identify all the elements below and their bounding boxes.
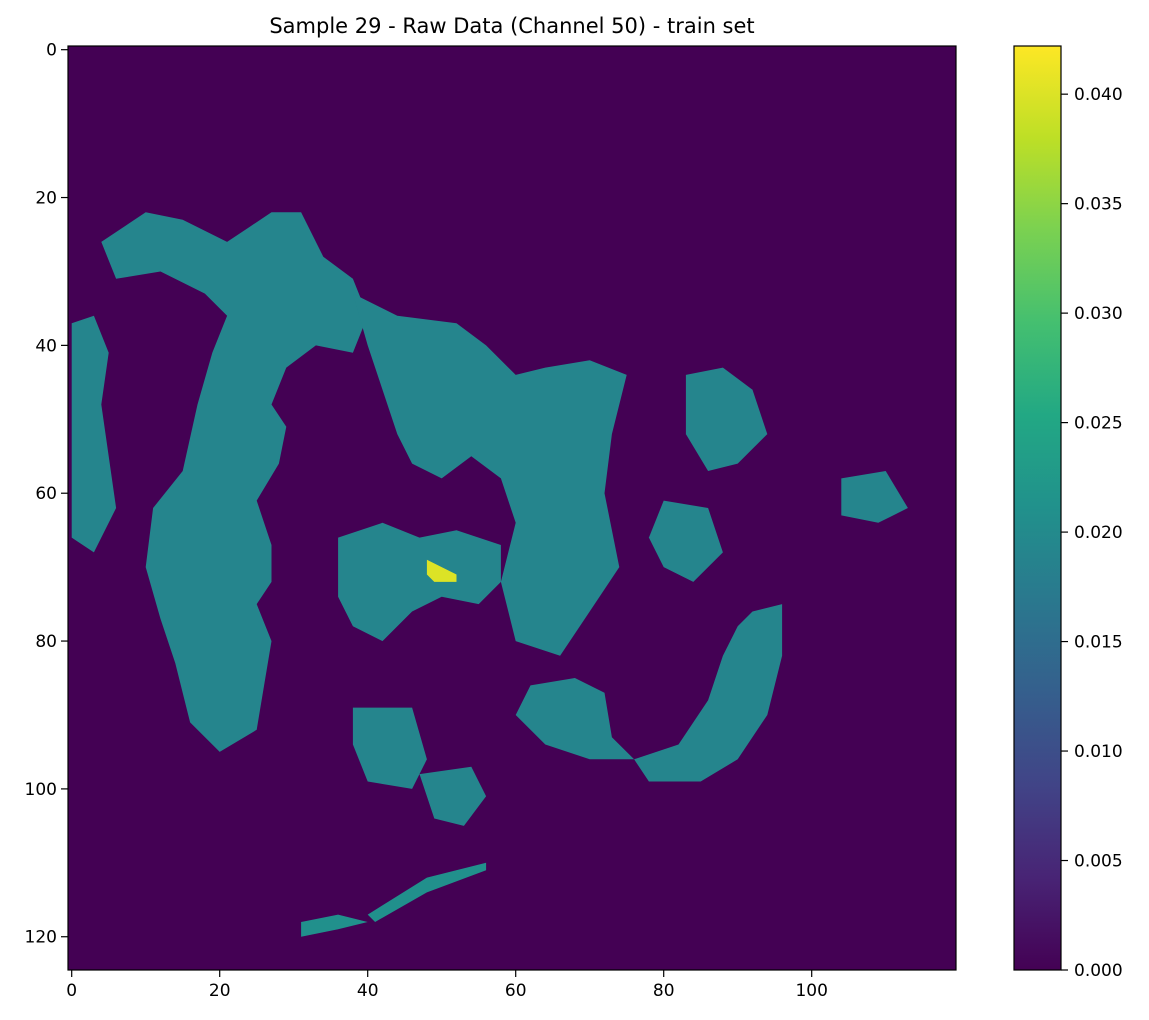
- heatmap-region-7: [841, 471, 908, 523]
- heatmap-region-3: [352, 293, 627, 656]
- x-axis: 0 20 40 60 80 100: [66, 970, 828, 1001]
- heatmap-region-10: [352, 707, 427, 789]
- colorbar-tick-label: 0.035: [1074, 195, 1123, 215]
- plot-frame: [67, 45, 957, 971]
- heatmap-region-12: [367, 862, 487, 922]
- heatmap-region-6: [648, 500, 723, 582]
- x-tick-label: 20: [209, 981, 231, 1001]
- heatmap-region-9: [515, 678, 635, 760]
- x-tick-label: 100: [795, 981, 827, 1001]
- heatmap-region-4: [338, 522, 501, 642]
- colorbar-tick-label: 0.025: [1074, 414, 1123, 434]
- y-tick-label: 20: [35, 189, 57, 209]
- y-axis: 0 20 40 60 80 100 120: [25, 41, 68, 948]
- y-tick-label: 60: [35, 484, 57, 504]
- colorbar-axis: 0.000 0.005 0.010 0.015 0.020 0.025 0.030 0.035…: [1061, 85, 1123, 981]
- x-tick-label: 40: [357, 981, 379, 1001]
- x-tick-label: 0: [66, 981, 77, 1001]
- heatmap-region-14: [426, 559, 457, 582]
- y-tick-label: 120: [25, 928, 57, 948]
- y-tick-label: 0: [46, 41, 57, 61]
- colorbar-tick-label: 0.000: [1074, 961, 1123, 981]
- y-tick-label: 100: [25, 780, 57, 800]
- colorbar-tick-label: 0.020: [1074, 523, 1123, 543]
- y-tick-label: 40: [35, 336, 57, 356]
- heatmap-region-5: [685, 367, 768, 471]
- heatmap-region-13: [301, 914, 368, 937]
- y-tick-label: 80: [35, 632, 57, 652]
- heatmap-region-8: [634, 604, 783, 782]
- chart-title: Sample 29 - Raw Data (Channel 50) - trai…: [269, 14, 754, 38]
- x-tick-label: 60: [505, 981, 527, 1001]
- colorbar-tick-label: 0.040: [1074, 85, 1123, 105]
- x-tick-label: 80: [653, 981, 675, 1001]
- colorbar-tick-label: 0.030: [1074, 304, 1123, 324]
- colorbar-tick-label: 0.010: [1074, 742, 1123, 762]
- colorbar-tick-label: 0.005: [1074, 852, 1123, 872]
- heatmap-region-2: [71, 315, 117, 553]
- colorbar: [1013, 45, 1062, 971]
- heatmap-region-11: [419, 766, 487, 826]
- colorbar-tick-label: 0.015: [1074, 633, 1123, 653]
- heatmap-regions: [71, 212, 908, 937]
- heatmap-region-1: [101, 212, 368, 752]
